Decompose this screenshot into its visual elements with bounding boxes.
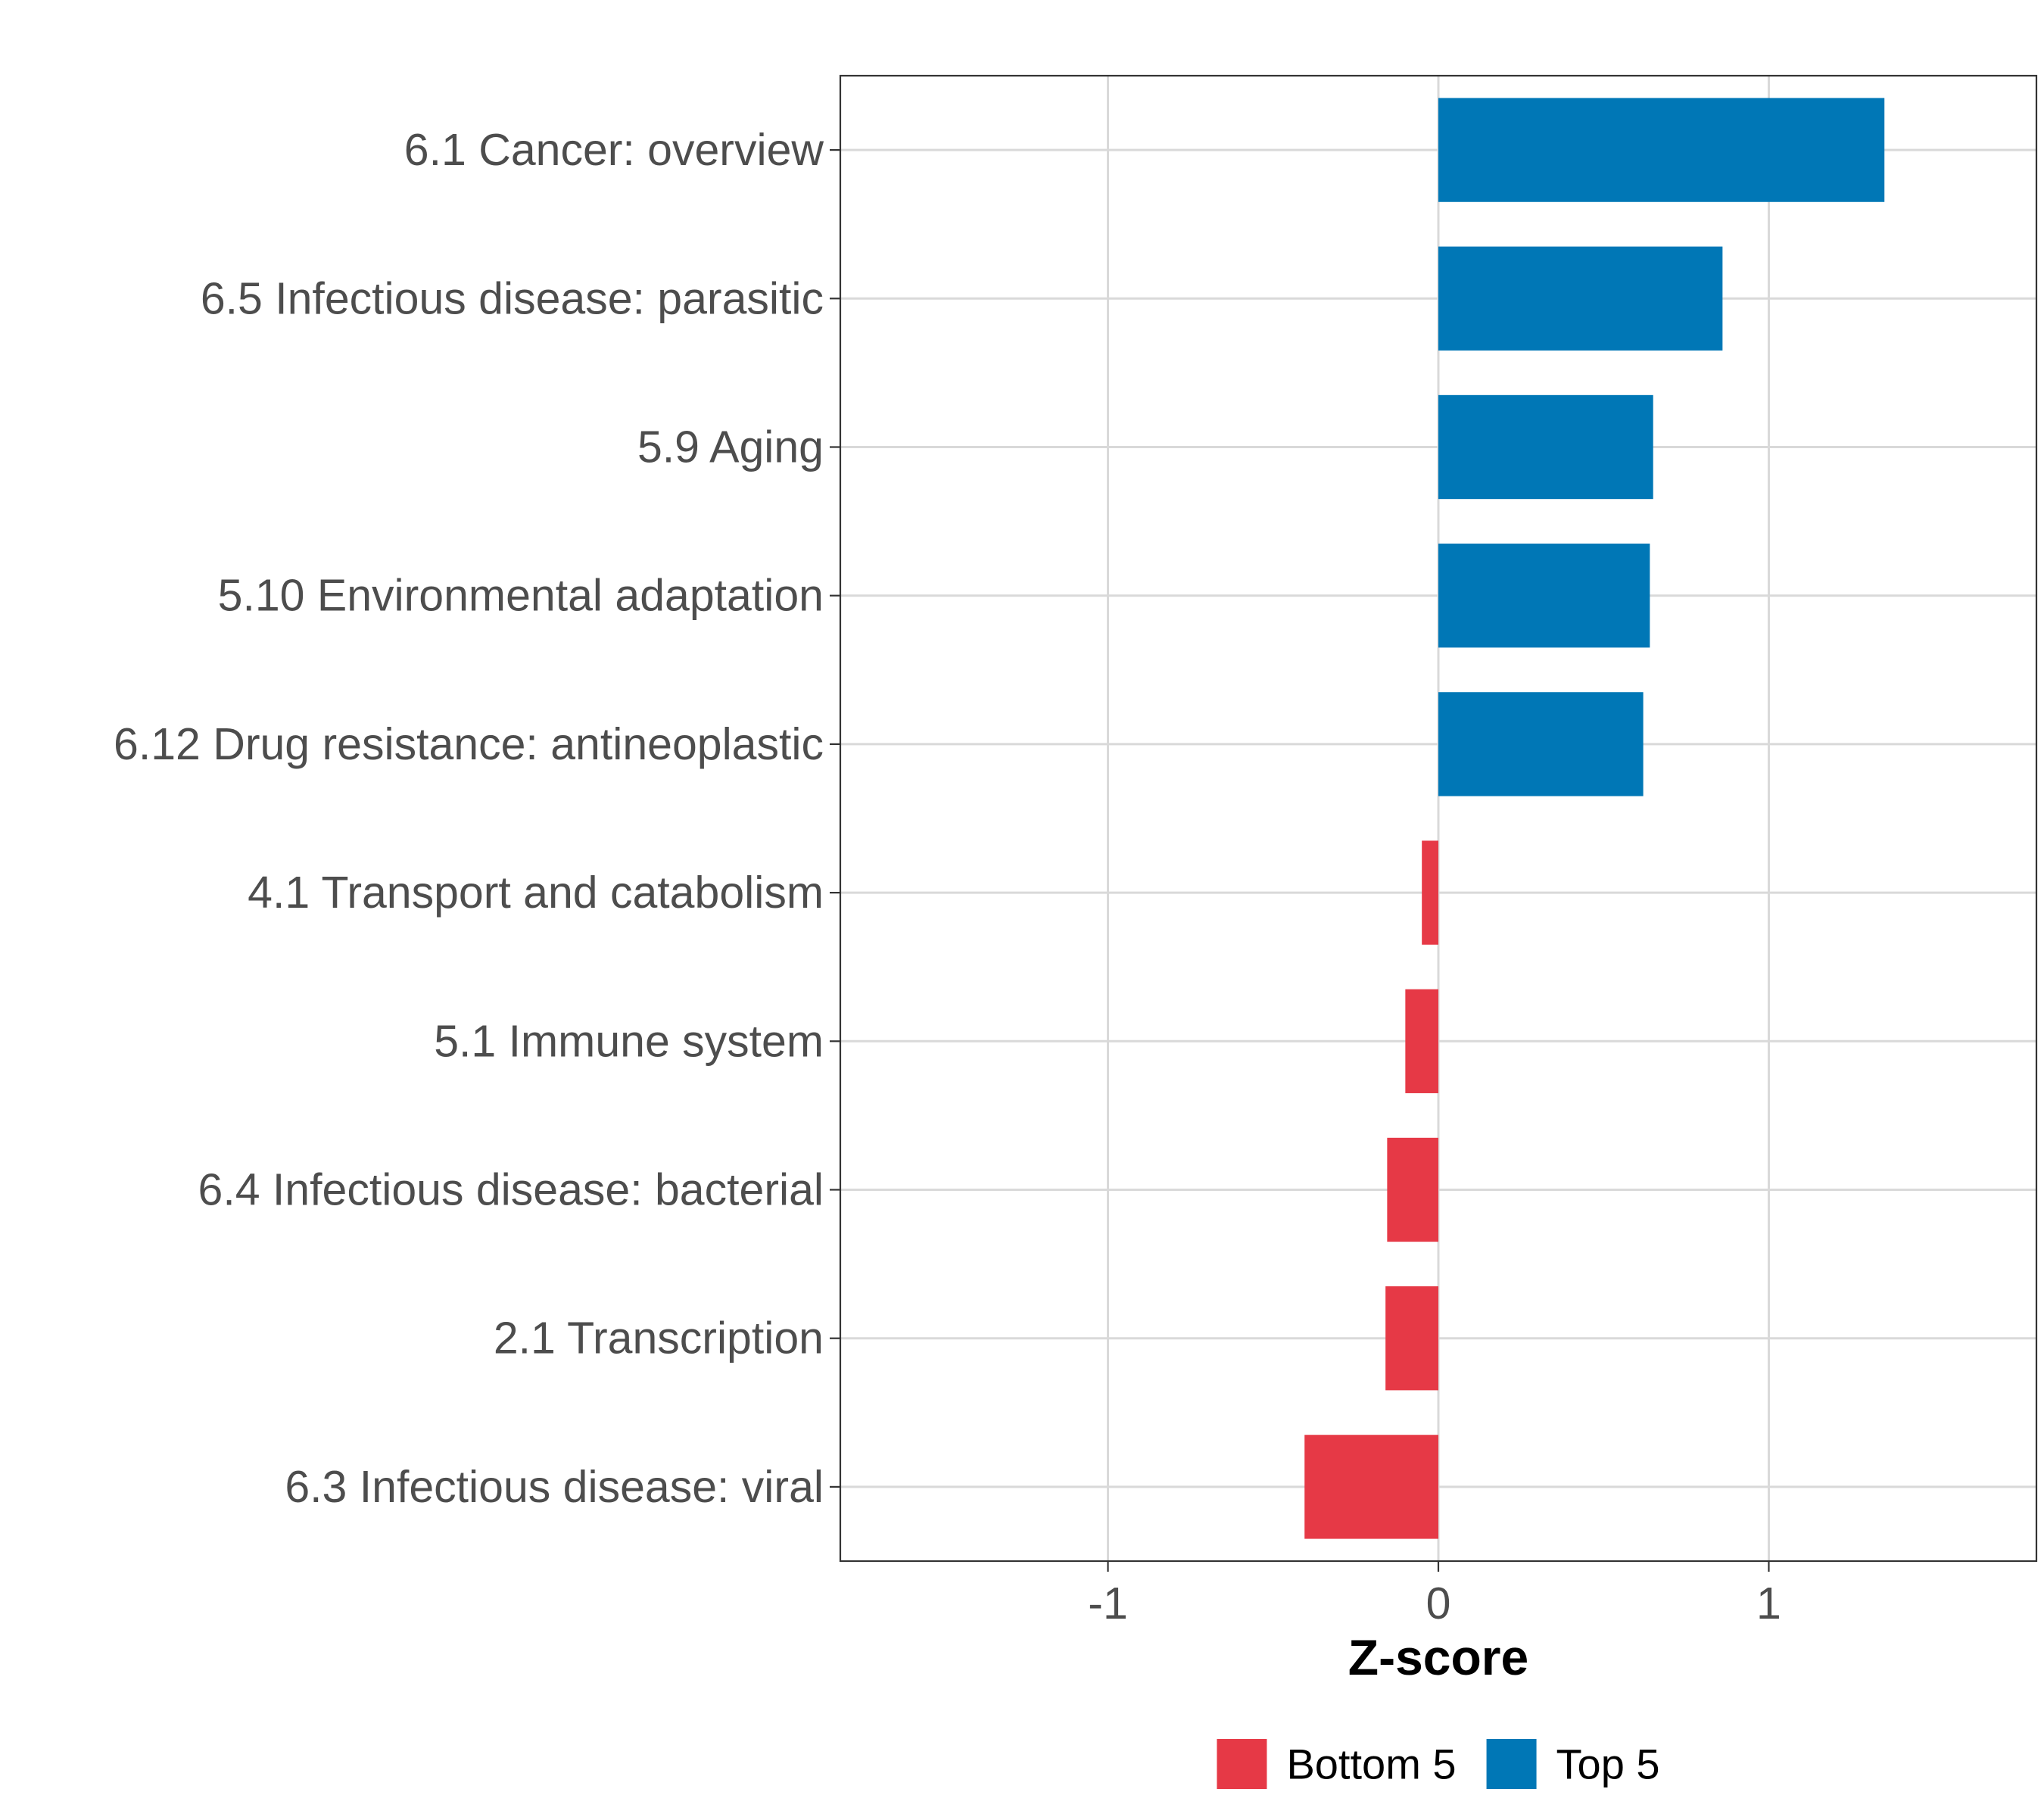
y-tick-label: 6.5 Infectious disease: parasitic xyxy=(201,273,824,323)
y-tick-label: 6.12 Drug resistance: antineoplastic xyxy=(114,719,824,769)
y-tick-label: 6.3 Infectious disease: viral xyxy=(285,1462,824,1512)
y-tick-label: 2.1 Transcription xyxy=(494,1314,824,1364)
legend-swatch-1 xyxy=(1217,1739,1267,1789)
bar-1 xyxy=(1438,98,1885,202)
bars xyxy=(1304,98,1885,1539)
x-axis-title: Z-score xyxy=(1348,1629,1528,1685)
bar-5 xyxy=(1438,692,1644,796)
y-tick-label: 5.9 Aging xyxy=(637,422,824,472)
x-tick-label: -1 xyxy=(1088,1579,1127,1628)
legend: Bottom 5 Top 5 xyxy=(1217,1739,1660,1789)
bar-7 xyxy=(1405,989,1438,1093)
bar-9 xyxy=(1385,1286,1438,1391)
y-axis-ticks: 6.1 Cancer: overview 6.5 Infectious disea… xyxy=(114,125,840,1512)
bar-10 xyxy=(1304,1435,1438,1539)
legend-label: Bottom 5 xyxy=(1286,1741,1456,1788)
x-tick-label: 1 xyxy=(1756,1579,1781,1628)
bar-6 xyxy=(1422,840,1438,945)
x-tick-label: 0 xyxy=(1426,1579,1451,1628)
y-tick-label: 6.4 Infectious disease: bacterial xyxy=(198,1165,824,1215)
bar-8 xyxy=(1387,1137,1438,1242)
y-tick-label: 5.10 Environmental adaptation xyxy=(218,571,824,621)
x-axis-ticks: -1 0 1 xyxy=(1088,1561,1781,1628)
legend-swatch-2 xyxy=(1486,1739,1537,1789)
y-tick-label: 5.1 Immune system xyxy=(434,1016,824,1066)
bar-2 xyxy=(1438,246,1723,351)
y-tick-label: 6.1 Cancer: overview xyxy=(404,125,824,175)
bar-4 xyxy=(1438,544,1650,648)
bar-3 xyxy=(1438,394,1653,500)
legend-label: Top 5 xyxy=(1556,1741,1660,1788)
y-tick-label: 4.1 Transport and catabolism xyxy=(248,868,824,918)
